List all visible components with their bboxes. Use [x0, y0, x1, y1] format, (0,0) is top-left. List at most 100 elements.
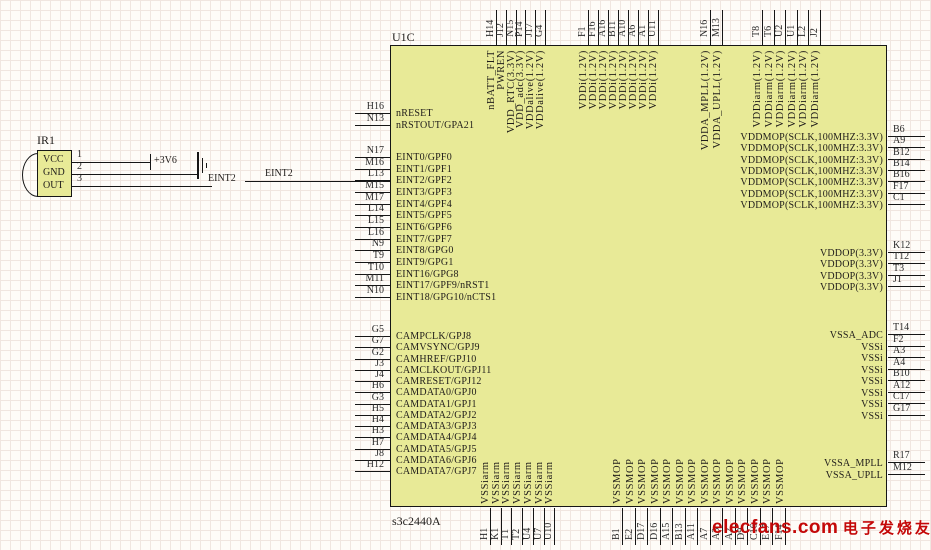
pin-stub[interactable] — [355, 125, 390, 126]
pin-stub[interactable] — [355, 437, 390, 439]
pin-stub[interactable] — [500, 508, 502, 545]
pin-stub[interactable] — [888, 334, 925, 335]
pin-stub[interactable] — [888, 263, 925, 265]
pin-stub[interactable] — [648, 10, 649, 45]
pin-stub[interactable] — [525, 10, 527, 45]
pin-stub[interactable] — [888, 462, 925, 463]
power-port-bar[interactable] — [150, 154, 151, 170]
pin-stub[interactable] — [684, 508, 686, 545]
pin-stub[interactable] — [598, 10, 599, 45]
pin-stub[interactable] — [355, 392, 390, 394]
pin-stub[interactable] — [759, 508, 761, 545]
pin-stub[interactable] — [658, 10, 659, 45]
wire-gnd[interactable] — [72, 174, 197, 175]
pin-stub[interactable] — [888, 136, 925, 137]
pin-stub[interactable] — [888, 368, 925, 370]
pin-stub[interactable] — [355, 347, 390, 349]
pin-stub[interactable] — [522, 508, 524, 545]
pin-stub[interactable] — [505, 10, 507, 45]
pin-stub[interactable] — [722, 508, 723, 545]
pin-stub[interactable] — [888, 403, 925, 404]
pin-stub[interactable] — [773, 10, 775, 45]
pin-stub[interactable] — [355, 262, 390, 264]
pin-stub[interactable] — [355, 227, 390, 229]
pin-stub[interactable] — [355, 180, 390, 182]
pin-stub[interactable] — [709, 508, 711, 545]
pin-stub[interactable] — [734, 508, 736, 545]
pin-stub[interactable] — [888, 158, 925, 160]
pin-stub[interactable] — [515, 10, 517, 45]
pin-stub[interactable] — [355, 403, 390, 405]
pin-stub[interactable] — [355, 215, 390, 217]
pin-stub[interactable] — [888, 391, 925, 393]
pin-stub[interactable] — [355, 459, 390, 461]
pin-stub[interactable] — [355, 157, 390, 158]
pin-stub[interactable] — [622, 508, 623, 545]
pin-stub[interactable] — [355, 369, 390, 371]
power-net-label[interactable]: +3V6 — [154, 155, 177, 166]
pin-stub[interactable] — [532, 508, 534, 545]
wire-vcc[interactable] — [72, 162, 150, 163]
pin-stub[interactable] — [888, 252, 925, 253]
pin-stub[interactable] — [618, 10, 619, 45]
pin-stub[interactable] — [355, 192, 390, 193]
pin-stub[interactable] — [888, 192, 925, 194]
pin-stub[interactable] — [772, 508, 773, 545]
pin-stub[interactable] — [888, 181, 925, 183]
pin-stub[interactable] — [888, 274, 925, 276]
pin-stub[interactable] — [355, 273, 390, 275]
pin-stub[interactable] — [628, 10, 629, 45]
pin-stub[interactable] — [697, 508, 698, 545]
pin-stub[interactable] — [888, 473, 925, 475]
pin-stub[interactable] — [355, 238, 390, 240]
pin-stub[interactable] — [355, 426, 390, 427]
pin-stub[interactable] — [796, 10, 798, 45]
pin-stub[interactable] — [634, 508, 636, 545]
pin-stub[interactable] — [535, 10, 537, 45]
net-label-eint2-1[interactable]: EINT2 — [208, 173, 236, 184]
pin-stub[interactable] — [355, 250, 390, 252]
pin-stub[interactable] — [638, 10, 639, 45]
pin-stub[interactable] — [355, 448, 390, 450]
wire-eint2-to-chip[interactable] — [245, 181, 390, 182]
pin-stub[interactable] — [355, 203, 390, 205]
pin-stub[interactable] — [888, 285, 925, 287]
pin-stub[interactable] — [545, 10, 546, 45]
pin-stub[interactable] — [722, 10, 723, 45]
pin-stub[interactable] — [647, 508, 648, 545]
pin-stub[interactable] — [888, 169, 925, 171]
pin-stub[interactable] — [355, 358, 390, 360]
pin-stub[interactable] — [355, 168, 390, 170]
pin-stub[interactable] — [355, 297, 390, 299]
pin-stub[interactable] — [820, 10, 821, 45]
pin-stub[interactable] — [355, 414, 390, 416]
pin-stub[interactable] — [888, 357, 925, 358]
pin-stub[interactable] — [785, 10, 787, 45]
pin-stub[interactable] — [355, 381, 390, 382]
pin-stub[interactable] — [888, 414, 925, 416]
wire-out[interactable] — [72, 186, 212, 187]
pin-stub[interactable] — [747, 508, 748, 545]
pin-stub[interactable] — [784, 508, 786, 545]
pin-stub[interactable] — [888, 380, 925, 381]
chip-body[interactable] — [390, 45, 887, 507]
pin-stub[interactable] — [355, 113, 390, 114]
ground-icon[interactable] — [197, 152, 199, 179]
pin-stub[interactable] — [543, 508, 545, 545]
pin-stub[interactable] — [888, 345, 925, 347]
pin-stub[interactable] — [490, 508, 491, 545]
ir-component-body[interactable]: VCC GND OUT — [37, 150, 72, 197]
pin-stub[interactable] — [672, 508, 673, 545]
pin-stub[interactable] — [808, 10, 810, 45]
pin-stub[interactable] — [888, 147, 925, 149]
pin-stub[interactable] — [355, 285, 390, 287]
net-label-eint2-2[interactable]: EINT2 — [265, 168, 293, 179]
pin-stub[interactable] — [659, 508, 661, 545]
pin-stub[interactable] — [554, 508, 556, 545]
pin-stub[interactable] — [608, 10, 609, 45]
pin-stub[interactable] — [496, 10, 497, 45]
pin-stub[interactable] — [511, 508, 513, 545]
pin-stub[interactable] — [355, 336, 390, 337]
pin-stub[interactable] — [762, 10, 763, 45]
pin-stub[interactable] — [355, 471, 390, 472]
